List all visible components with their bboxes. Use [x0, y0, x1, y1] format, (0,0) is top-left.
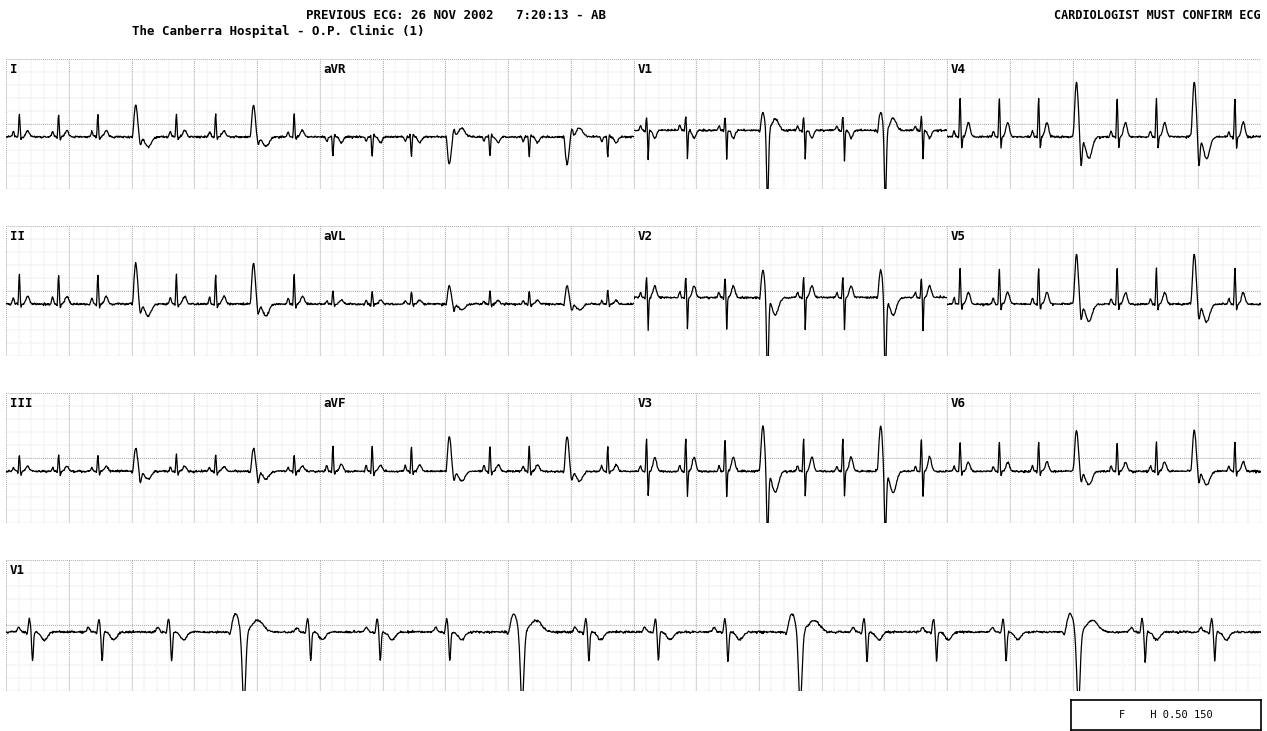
Text: The Canberra Hospital - O.P. Clinic (1): The Canberra Hospital - O.P. Clinic (1): [133, 25, 424, 38]
Text: V5: V5: [950, 230, 965, 243]
Text: III: III: [10, 397, 33, 410]
Text: aVF: aVF: [323, 397, 346, 410]
Text: aVR: aVR: [323, 63, 346, 75]
Text: II: II: [10, 230, 25, 243]
Text: V6: V6: [950, 397, 965, 410]
Text: V3: V3: [637, 397, 653, 410]
Text: F    H 0.50 150: F H 0.50 150: [1119, 710, 1213, 720]
Text: I: I: [10, 63, 18, 75]
Text: V1: V1: [10, 564, 25, 577]
Text: aVL: aVL: [323, 230, 346, 243]
Text: V1: V1: [637, 63, 653, 75]
Text: V2: V2: [637, 230, 653, 243]
Text: CARDIOLOGIST MUST CONFIRM ECG: CARDIOLOGIST MUST CONFIRM ECG: [1054, 9, 1261, 22]
Text: PREVIOUS ECG: 26 NOV 2002   7:20:13 - AB: PREVIOUS ECG: 26 NOV 2002 7:20:13 - AB: [307, 9, 606, 22]
Text: V4: V4: [950, 63, 965, 75]
